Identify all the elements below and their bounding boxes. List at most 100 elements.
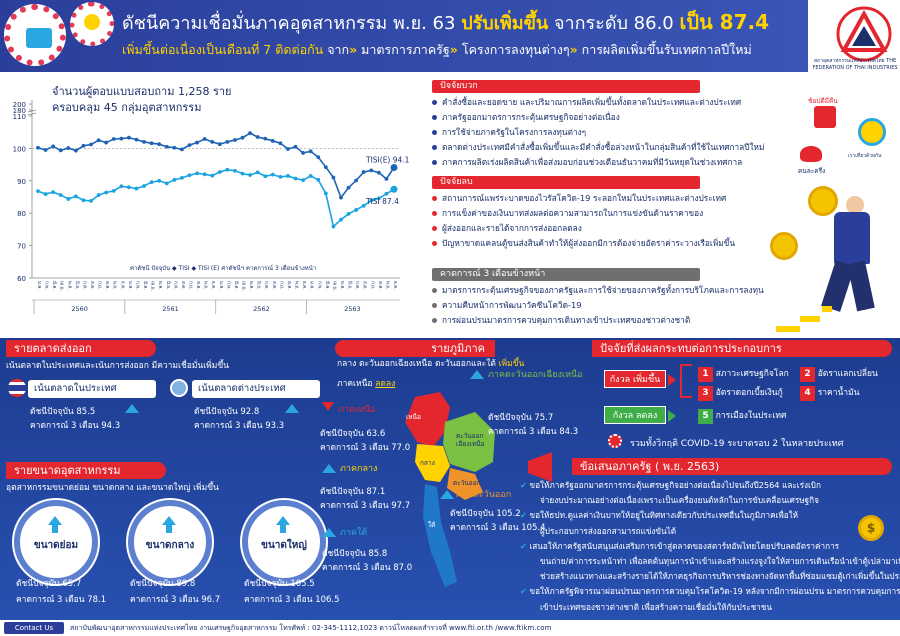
chart-legend: ค่าดัชนี ปัจจุบัน ◆ TISI ◆ TISI (E) ค่าด…	[130, 264, 316, 272]
data-point	[66, 197, 71, 201]
x-tick-label: ธ.ค.	[210, 281, 216, 290]
proposal-line-1: ✔ ขอให้ภาครัฐออกมาตรการกระตุ้นเศรษฐกิจอย…	[520, 480, 821, 490]
data-point	[96, 138, 101, 143]
regions-note-up: กลาง ตะวันออกเฉียงเหนือ ตะวันออกและใต้ เ…	[337, 359, 525, 369]
up-arrow-icon	[162, 516, 176, 525]
data-point	[278, 141, 283, 146]
size-current: ดัชนีปัจจุบัน 65.7	[16, 579, 82, 589]
y-tick-label: 110	[13, 113, 26, 121]
axis-break	[27, 109, 37, 113]
x-tick-label: ก.ค.	[81, 281, 86, 290]
data-point	[346, 185, 351, 190]
title-highlight: ปรับเพิ่มขึ้น	[461, 13, 549, 34]
data-point	[149, 141, 154, 146]
data-point	[361, 170, 366, 174]
data-point	[89, 198, 93, 203]
stair-step	[776, 326, 800, 332]
map-label-north: เหนือ	[406, 413, 421, 421]
domestic-forecast: คาดการณ์ 3 เดือน 94.3	[30, 421, 121, 431]
negative-factors-list: สถานการณ์แพร่ระบาดของไวรัสโควิด-19 ระลอก…	[430, 191, 790, 251]
northeast-name: ภาคตะวันออกเฉียงเหนือ	[488, 370, 583, 380]
positive-factors-title: ปัจจัยบวก	[432, 80, 700, 93]
x-tick-label: ส.ค.	[271, 281, 277, 290]
data-point	[149, 180, 154, 184]
export-market-label: เน้นตลาดต่างประเทศ	[192, 380, 320, 398]
data-point	[316, 155, 321, 160]
data-point	[331, 175, 336, 180]
x-tick-label: ก.พ.	[225, 281, 231, 290]
negative-factors-title: ปัจจัยลบ	[432, 176, 700, 189]
page-subtitle: เพิ่มขึ้นต่อเนื่องเป็นเดือนที่ 7 ติดต่อก…	[122, 42, 752, 57]
year-label: 2561	[162, 305, 179, 313]
businessman-leg	[847, 260, 875, 312]
data-point	[142, 184, 146, 188]
up-arrow-icon	[125, 404, 139, 413]
domestic-market-label: เน้นตลาดในประเทศ	[28, 380, 156, 398]
data-point	[126, 135, 131, 140]
data-point	[164, 144, 169, 149]
title-value: เป็น 87.4	[679, 10, 770, 34]
x-tick-label: เม.ย.	[241, 281, 246, 291]
data-point	[73, 148, 78, 153]
data-point	[354, 178, 359, 183]
south-name: ภาคใต้	[340, 528, 368, 538]
gear-icon	[4, 4, 66, 66]
data-point	[301, 151, 306, 155]
x-tick-label: ม.ค.	[218, 281, 223, 290]
data-point	[58, 148, 63, 153]
end-point	[390, 164, 398, 172]
size-name: ขนาดกลาง	[145, 540, 195, 551]
data-point	[286, 174, 290, 178]
data-point	[225, 140, 230, 144]
proposals-list: ✔ ขอให้ภาครัฐออกมาตรการกระตุ้นเศรษฐกิจอย…	[520, 478, 900, 615]
data-point	[187, 143, 192, 148]
x-tick-label: ก.ค.	[172, 281, 177, 290]
title-mid: จากระดับ 86.0	[553, 13, 674, 34]
size-current: ดัชนีปัจจุบัน 105.5	[244, 579, 315, 589]
up-arrow-icon	[470, 370, 484, 379]
coin-icon	[84, 14, 100, 30]
data-point	[210, 173, 215, 178]
central-forecast: คาดการณ์ 3 เดือน 97.7	[320, 501, 411, 511]
end-label: TISI 87.4	[365, 197, 399, 206]
data-point	[142, 140, 146, 144]
x-tick-label: ก.พ.	[44, 281, 50, 290]
data-point	[134, 186, 139, 191]
domestic-current: ดัชนีปัจจุบัน 85.5	[30, 407, 96, 417]
x-tick-label: ธ.ค.	[119, 281, 125, 290]
travel-icon	[858, 118, 886, 146]
virus-icon	[608, 434, 622, 448]
x-tick-label: ม.ค.	[127, 281, 132, 290]
proposal-line-5: ✔ เสนอให้ภาครัฐสนับสนุนส่งเสริมการเข้าสู…	[520, 540, 840, 551]
data-point	[111, 188, 116, 193]
contact-us-button[interactable]: Contact Us	[4, 622, 64, 634]
data-point	[119, 136, 124, 141]
central-current: ดัชนีปัจจุบัน 87.1	[320, 487, 386, 497]
x-tick-label: ต.ค.	[104, 281, 109, 290]
data-point	[323, 165, 328, 170]
data-point	[172, 145, 177, 150]
survey-coverage: ครอบคลุม 45 กลุ่มอุตสาหกรรม	[52, 101, 202, 114]
data-point	[126, 185, 131, 190]
arrow-right-icon	[668, 374, 676, 386]
x-tick-label: พ.ค.	[66, 281, 72, 290]
east-forecast: คาดการณ์ 3 เดือน 105.4	[450, 523, 546, 533]
logo-caption: สภาอุตสาหกรรมแห่งประเทศไทย THE FEDERATIO…	[812, 58, 898, 71]
size-name: ขนาดใหญ่	[261, 540, 307, 551]
proposal-line-6: ขนถ่าย/ค่าการระหน้าท่า เพื่อลดต้นทุนการน…	[540, 556, 900, 567]
check-icon: ✔	[520, 510, 530, 521]
axis-break	[27, 112, 37, 116]
thailand-map	[405, 392, 495, 587]
data-point	[376, 196, 381, 201]
x-tick-label: พ.ย.	[384, 281, 390, 289]
y-tick-label: 180	[13, 107, 26, 115]
map-label-east: ตะวันออก	[453, 479, 481, 487]
survey-respondents: จำนวนผู้ตอบแบบสอบถาม 1,258 ราย	[52, 85, 232, 98]
forecast-item-3: การผ่อนปรนมาตรการควบคุมการเดินทางเข้าประ…	[430, 313, 790, 328]
x-tick-label: เม.ย.	[150, 281, 155, 291]
data-point	[202, 172, 207, 177]
map-north	[405, 392, 450, 447]
x-tick-label: มิ.ย.	[165, 281, 171, 290]
businessman-body	[834, 212, 870, 264]
x-tick-label: ต.ค.	[377, 281, 382, 290]
